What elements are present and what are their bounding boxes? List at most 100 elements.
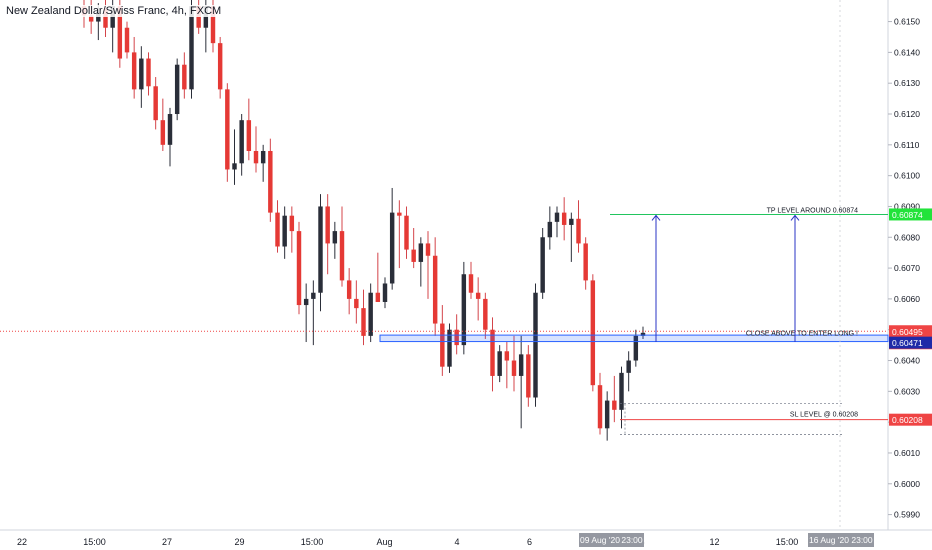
candle-body <box>268 150 273 213</box>
tp-price-badge-text: 0.60874 <box>892 210 923 220</box>
candle-body <box>253 150 259 164</box>
candle-body <box>260 150 266 164</box>
time-tick-label: 22 <box>17 537 27 547</box>
candle-body <box>576 218 581 244</box>
candle-body <box>526 354 531 398</box>
candle-body <box>332 231 338 244</box>
candle-body <box>447 329 452 367</box>
price-tick-label: 0.6100 <box>894 171 920 181</box>
candle-body <box>124 27 130 53</box>
candle-body <box>612 400 617 410</box>
tp-level-label: TP LEVEL AROUND 0.60874 <box>767 207 859 214</box>
candle-body <box>232 163 237 170</box>
time-tick-label: 6 <box>527 537 532 547</box>
candles-group <box>81 0 646 441</box>
candle-body <box>139 58 144 90</box>
candle-body <box>583 243 588 281</box>
current-price-badge-bg <box>889 325 932 338</box>
time-badge-end-time-text: 23:00 <box>851 535 873 545</box>
candle-body <box>325 206 330 244</box>
candle-body <box>540 237 545 293</box>
time-tick-label: 27 <box>162 537 172 547</box>
candle-body <box>210 6 216 44</box>
tp-price-badge-bg <box>889 208 932 221</box>
candle-body <box>511 360 517 376</box>
time-badge-end-time-bg <box>850 533 874 547</box>
time-tick-label: 29 <box>234 537 244 547</box>
price-tick-label: 0.6070 <box>894 263 920 273</box>
candle-body <box>504 351 510 361</box>
sl-price-badge-text: 0.60208 <box>892 415 923 425</box>
candle-body <box>225 89 230 170</box>
candle-body <box>569 218 574 225</box>
candle-body <box>303 298 309 306</box>
tp-arrow-head <box>790 214 800 221</box>
candle-body <box>590 280 596 386</box>
candle-body <box>483 298 488 330</box>
candle-body <box>346 280 352 299</box>
candle-body <box>318 206 323 293</box>
candle-body <box>604 400 610 429</box>
candle-body <box>375 292 381 302</box>
price-tick-label: 0.6080 <box>894 232 920 242</box>
candle-body <box>103 9 108 28</box>
time-tick-label: 15:00 <box>83 537 106 547</box>
time-badge-start-text: 09 Aug '20 <box>580 535 620 545</box>
time-badge-start-time-bg <box>620 533 644 547</box>
candle-body <box>554 212 560 222</box>
time-badge-start-bg <box>579 533 621 547</box>
time-badge-start-time-text: 23:00 <box>621 535 643 545</box>
price-tick-label: 0.6130 <box>894 78 920 88</box>
candle-body <box>418 243 424 262</box>
candle-body <box>411 249 416 262</box>
candle-body <box>468 274 474 293</box>
candle-body <box>425 243 431 256</box>
time-badge-end-text: 16 Aug '20 <box>809 535 849 545</box>
candle-body <box>146 58 151 87</box>
price-tick-label: 0.6030 <box>894 386 920 396</box>
entry-level-label: CLOSE ABOVE TO ENTER LONG ! <box>746 330 858 337</box>
candle-body <box>619 372 624 410</box>
zone-price-badge-bg <box>889 336 932 349</box>
candle-body <box>561 212 567 225</box>
candle-body <box>490 329 495 376</box>
candle-body <box>533 292 538 398</box>
candle-body <box>311 292 316 299</box>
candle-body <box>497 351 502 376</box>
time-tick-label: Aug <box>376 537 392 547</box>
price-tick-label: 0.6140 <box>894 47 920 57</box>
candle-body <box>354 298 359 309</box>
candle-body <box>389 212 395 284</box>
zone-price-badge-text: 0.60471 <box>892 338 923 348</box>
tp-arrow-head <box>651 214 661 221</box>
candle-body <box>153 86 158 121</box>
candle-body <box>547 221 553 238</box>
price-tick-label: 0.6110 <box>894 140 920 150</box>
time-tick-label: 15:00 <box>301 537 324 547</box>
candle-body <box>404 215 409 250</box>
candle-body <box>167 114 173 145</box>
candle-body <box>282 215 287 247</box>
candle-body <box>518 354 524 376</box>
time-tick-label: 4 <box>454 537 459 547</box>
candle-body <box>440 323 445 367</box>
candle-body <box>397 212 402 216</box>
time-tick-label: 15:00 <box>776 537 799 547</box>
candle-body <box>368 292 373 336</box>
candle-body <box>117 6 123 59</box>
candle-body <box>461 274 467 346</box>
candle-body <box>88 15 94 22</box>
support-zone <box>379 334 889 343</box>
candle-body <box>339 231 345 281</box>
candle-body <box>361 308 366 336</box>
candle-body <box>640 332 646 336</box>
price-tick-label: 0.6010 <box>894 448 920 458</box>
time-tick-label: 12 <box>709 537 719 547</box>
chart-title: New Zealand Dollar/Swiss Franc, 4h, FXCM <box>4 5 224 17</box>
current-price-badge-text: 0.60495 <box>892 327 923 337</box>
candle-body <box>289 215 295 232</box>
candle-body <box>239 120 244 164</box>
time-badge-end-bg <box>808 533 850 547</box>
